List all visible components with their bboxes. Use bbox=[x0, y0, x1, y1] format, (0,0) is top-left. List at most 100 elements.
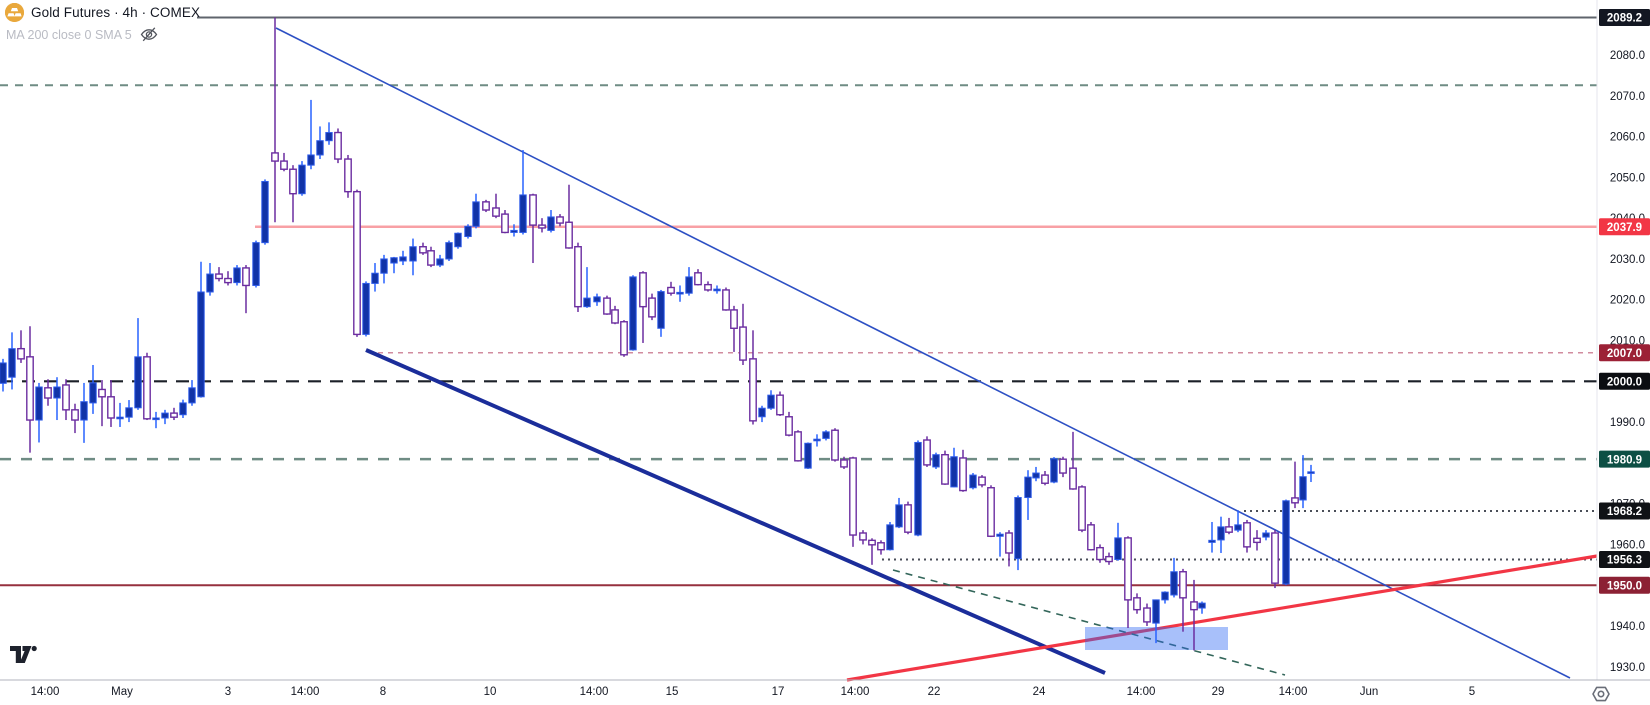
candle-bull bbox=[53, 386, 61, 399]
indicator-legend-row[interactable]: MA 200 close 0 SMA 5 bbox=[6, 27, 200, 42]
candle-bear bbox=[1124, 537, 1132, 601]
candle-bull bbox=[35, 386, 43, 421]
candle-bull bbox=[583, 297, 591, 308]
symbol-legend-row[interactable]: Gold Futures · 4h · COMEX bbox=[5, 2, 200, 23]
time-axis-label: 5 bbox=[1469, 686, 1475, 698]
candle-bull bbox=[1032, 472, 1040, 479]
candle-bull bbox=[932, 454, 940, 468]
candle-bull bbox=[1262, 532, 1270, 538]
candle-bear bbox=[904, 504, 912, 533]
candle-bull bbox=[629, 276, 637, 351]
candle-bull bbox=[1198, 602, 1206, 609]
candle-bear bbox=[344, 158, 352, 193]
price-axis[interactable] bbox=[1597, 0, 1650, 680]
price-tick-label: 2070.0 bbox=[1610, 91, 1645, 103]
trend-line-descending-channel-lower[interactable] bbox=[365, 348, 1106, 675]
price-level-badge-2000.0: 2000.0 bbox=[1599, 372, 1650, 390]
trend-line-descending-channel-upper[interactable] bbox=[275, 27, 1571, 679]
svg-text:2000.0: 2000.0 bbox=[1607, 376, 1642, 388]
gear-icon[interactable] bbox=[1591, 684, 1611, 704]
time-axis[interactable] bbox=[0, 681, 1650, 705]
candle-bear bbox=[271, 152, 279, 162]
price-tick-label: 2020.0 bbox=[1610, 295, 1645, 307]
candle-bear bbox=[556, 216, 564, 224]
candle-bull bbox=[362, 282, 370, 335]
candle-bear bbox=[959, 457, 967, 492]
tradingview-logo-icon[interactable] bbox=[10, 645, 40, 665]
price-level-badge-1956.3: 1956.3 bbox=[1599, 551, 1650, 569]
candle-bull bbox=[1050, 458, 1058, 483]
price-tick-label: 2030.0 bbox=[1610, 254, 1645, 266]
time-axis-label: 10 bbox=[484, 686, 497, 698]
candle-bear bbox=[978, 476, 986, 486]
candle-bear bbox=[280, 160, 288, 170]
candle-bull bbox=[914, 441, 922, 536]
candle-bull bbox=[445, 242, 453, 260]
candle-bear bbox=[648, 297, 656, 318]
candle-bear bbox=[26, 356, 34, 421]
candle-bear bbox=[170, 412, 178, 418]
candle-bear bbox=[44, 387, 52, 399]
eye-off-icon[interactable] bbox=[140, 27, 158, 42]
trend-line-rising-support[interactable] bbox=[846, 554, 1598, 682]
candle-bull bbox=[454, 232, 462, 248]
candle-bull bbox=[1014, 497, 1022, 560]
candle-bull bbox=[1161, 591, 1169, 601]
candle-bear bbox=[1271, 532, 1279, 584]
price-tick-label: 2080.0 bbox=[1610, 50, 1645, 62]
candle-bear bbox=[849, 457, 857, 536]
time-axis-label: 22 bbox=[928, 686, 941, 698]
time-axis-label: 24 bbox=[1033, 686, 1046, 698]
price-level-badge-1980.9: 1980.9 bbox=[1599, 450, 1650, 468]
candle-bear bbox=[1087, 524, 1095, 551]
candle-bear bbox=[565, 221, 573, 249]
candle-bull bbox=[950, 456, 958, 488]
candle-bull bbox=[1299, 476, 1307, 501]
candle-bull bbox=[325, 132, 333, 142]
candle-bear bbox=[620, 321, 628, 356]
candle-bear bbox=[840, 459, 848, 468]
gold-symbol-icon bbox=[5, 3, 24, 22]
candle-bull bbox=[80, 401, 88, 421]
candle-bull bbox=[233, 267, 241, 284]
svg-text:1950.0: 1950.0 bbox=[1607, 580, 1642, 592]
candle-bull bbox=[399, 256, 407, 262]
time-axis-label: May bbox=[111, 686, 133, 698]
candle-bull bbox=[261, 180, 269, 244]
candle-bear bbox=[419, 246, 427, 254]
time-axis-label: 15 bbox=[666, 686, 679, 698]
candle-bear bbox=[1041, 474, 1049, 484]
trend-line-falling-dashed-guide[interactable] bbox=[892, 569, 1286, 676]
candle-bear bbox=[1179, 571, 1187, 599]
candle-bull bbox=[252, 242, 260, 286]
candle-bear bbox=[987, 487, 995, 537]
candle-bear bbox=[242, 267, 250, 287]
candle-bear bbox=[1105, 555, 1113, 563]
candle-bear bbox=[1243, 522, 1251, 548]
symbol-title[interactable]: Gold Futures · 4h · COMEX bbox=[31, 5, 201, 20]
candle-bull bbox=[767, 394, 775, 409]
candle-bear bbox=[704, 283, 712, 291]
candle-bear bbox=[877, 542, 885, 551]
candle-bull bbox=[371, 272, 379, 284]
candle-bull bbox=[1234, 524, 1242, 531]
candle-bear bbox=[611, 309, 619, 324]
svg-text:1968.2: 1968.2 bbox=[1607, 506, 1642, 518]
candle-bull bbox=[464, 225, 472, 238]
time-axis-label: 29 bbox=[1212, 686, 1225, 698]
candle-bull bbox=[996, 533, 1004, 537]
candle-bull bbox=[685, 276, 693, 294]
candle-bear bbox=[794, 431, 802, 462]
candle-bear bbox=[739, 326, 747, 361]
candle-bear bbox=[941, 453, 949, 485]
candle-bear bbox=[667, 286, 675, 294]
candle-bear bbox=[71, 409, 79, 421]
svg-text:2089.2: 2089.2 bbox=[1607, 13, 1642, 25]
candle-bear bbox=[427, 250, 435, 266]
candle-bull bbox=[307, 154, 315, 166]
candle-bull bbox=[134, 356, 142, 409]
candle-bull bbox=[713, 288, 721, 292]
time-axis-label: 14:00 bbox=[1279, 686, 1308, 698]
candle-bull bbox=[1307, 471, 1315, 474]
